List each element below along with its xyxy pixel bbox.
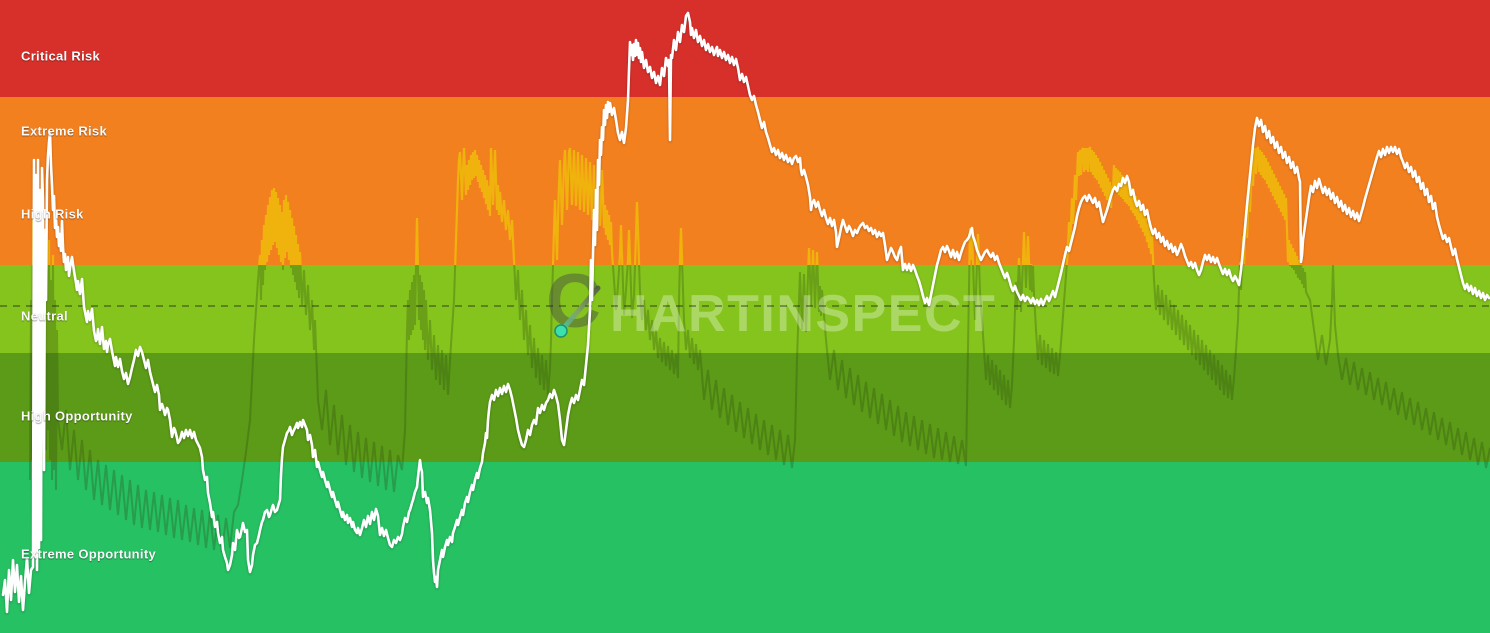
zone-label-extreme-opportunity: Extreme Opportunity bbox=[21, 546, 156, 562]
zone-label-high-opportunity: High Opportunity bbox=[21, 408, 133, 424]
zone-label-neutral: Neutral bbox=[21, 308, 68, 324]
band-risk-orange bbox=[0, 97, 1490, 265]
secondary-series-line bbox=[31, 146, 1335, 265]
primary-series-line bbox=[1, 11, 1490, 614]
zone-label-high-risk: High Risk bbox=[21, 206, 84, 222]
zone-label-extreme-risk: Extreme Risk bbox=[21, 123, 107, 139]
band-high-opportunity bbox=[0, 353, 1490, 462]
secondary-series-shadow-line bbox=[29, 146, 1490, 553]
zone-label-critical-risk: Critical Risk bbox=[21, 48, 101, 64]
band-neutral bbox=[0, 265, 1490, 353]
